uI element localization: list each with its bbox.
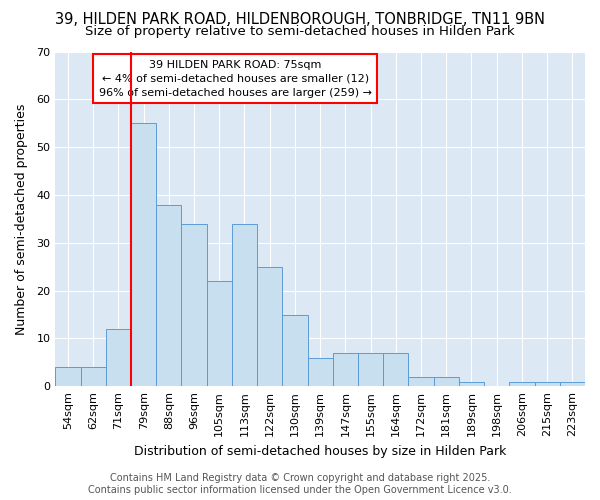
Text: 39, HILDEN PARK ROAD, HILDENBOROUGH, TONBRIDGE, TN11 9BN: 39, HILDEN PARK ROAD, HILDENBOROUGH, TON… [55,12,545,28]
Bar [80,367,106,386]
Bar [358,353,383,386]
Bar [459,382,484,386]
Bar [206,281,232,386]
Bar [106,329,131,386]
X-axis label: Distribution of semi-detached houses by size in Hilden Park: Distribution of semi-detached houses by … [134,444,506,458]
Bar [257,266,283,386]
Text: 39 HILDEN PARK ROAD: 75sqm
← 4% of semi-detached houses are smaller (12)
96% of : 39 HILDEN PARK ROAD: 75sqm ← 4% of semi-… [99,60,372,98]
Bar [383,353,409,386]
Bar [232,224,257,386]
Bar [333,353,358,386]
Bar [131,123,156,386]
Bar [283,314,308,386]
Bar [308,358,333,386]
Text: Contains HM Land Registry data © Crown copyright and database right 2025.
Contai: Contains HM Land Registry data © Crown c… [88,474,512,495]
Y-axis label: Number of semi-detached properties: Number of semi-detached properties [15,103,28,334]
Bar [181,224,206,386]
Bar [509,382,535,386]
Bar [55,367,80,386]
Bar [434,376,459,386]
Bar [560,382,585,386]
Bar [535,382,560,386]
Bar [156,204,181,386]
Text: Size of property relative to semi-detached houses in Hilden Park: Size of property relative to semi-detach… [85,25,515,38]
Bar [409,376,434,386]
